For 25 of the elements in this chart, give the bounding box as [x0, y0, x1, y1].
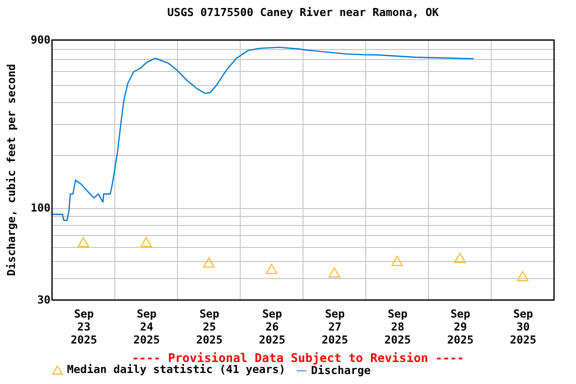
x-tick-label: Sep 30 2025: [510, 308, 536, 346]
chart-title: USGS 07175500 Caney River near Ramona, OK: [167, 6, 440, 19]
x-tick-label: Sep 25 2025: [196, 308, 223, 346]
point: [203, 257, 215, 268]
legend-label: Median daily statistic (41 years): [67, 362, 286, 376]
x-tick-label: Sep 24 2025: [133, 308, 160, 346]
x-tick-label: Sep 29 2025: [447, 308, 474, 346]
y-tick-label: 30: [37, 294, 50, 306]
point: [391, 256, 403, 266]
legend-label: Discharge: [311, 364, 371, 377]
point: [140, 236, 152, 248]
text: ---- Provisional Data Subject to Revision ----: [132, 351, 464, 365]
point: [328, 267, 340, 278]
line-series: [52, 46, 474, 221]
x-tick-label: Sep 26 2025: [258, 308, 286, 346]
point: [266, 264, 278, 274]
point: [516, 270, 528, 282]
y-tick-label: 900: [30, 34, 50, 46]
y-tick-label: 100: [30, 201, 50, 214]
point: [78, 236, 90, 248]
point: [454, 252, 466, 264]
x-tick-label: Sep 28 2025: [384, 308, 411, 346]
y-axis-title: Discharge, cubic feet per second: [5, 64, 18, 276]
x-tick-label: Sep 27 2025: [322, 308, 348, 346]
x-tick-label: Sep 23 2025: [70, 308, 98, 346]
